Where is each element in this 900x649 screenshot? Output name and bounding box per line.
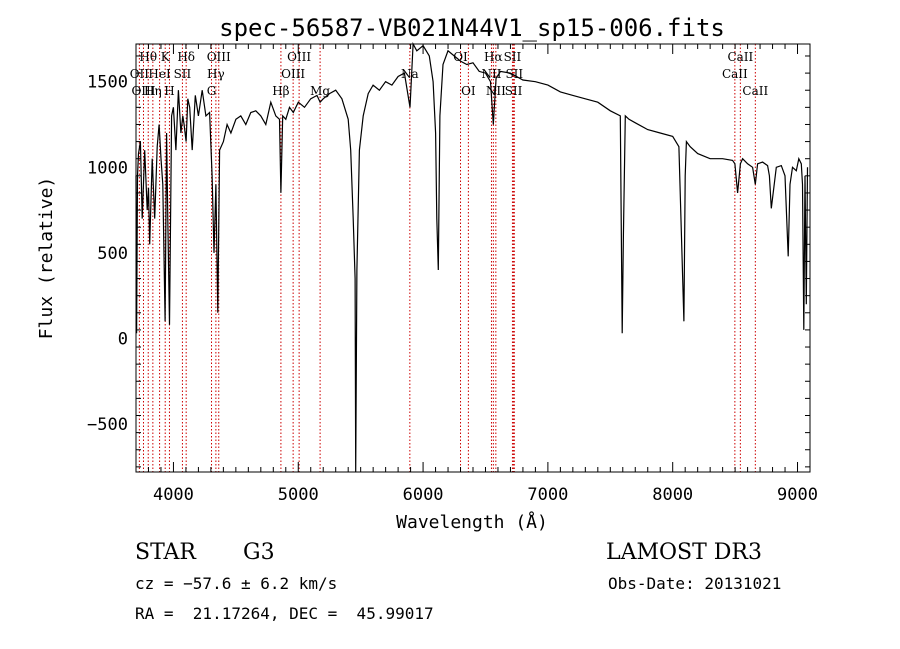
survey-name: LAMOST DR3 <box>606 540 762 565</box>
line-label: OI <box>461 84 476 98</box>
line-label: SII <box>505 84 523 98</box>
line-label: Hη <box>144 84 162 98</box>
x-axis-ticks: 4000 5000 6000 7000 8000 9000 <box>135 44 818 505</box>
y-axis-label: Flux (relative) <box>36 177 57 340</box>
y-axis-ticks: −500 0 500 1000 1500 <box>87 55 810 468</box>
line-label: K <box>161 50 171 64</box>
line-label: Hθ <box>139 50 157 64</box>
spectrum-line <box>135 41 809 473</box>
y-tick-label: −500 <box>87 415 128 435</box>
line-label: HeI <box>148 67 171 81</box>
chart-title: spec-56587-VB021N44V1_sp15-006.fits <box>219 14 725 42</box>
line-markers <box>138 44 756 472</box>
line-label: OI <box>453 50 468 64</box>
line-label: OIII <box>207 50 231 64</box>
x-tick-label: 7000 <box>527 485 568 505</box>
line-label: Hβ <box>272 84 289 98</box>
x-tick-label: 8000 <box>652 485 693 505</box>
line-label: CaII <box>742 84 768 98</box>
obs-date-text: Obs-Date: 20131021 <box>608 574 782 593</box>
redshift-text: cz = −57.6 ± 6.2 km/s <box>135 574 338 593</box>
line-label: OII <box>130 67 150 81</box>
line-label: CaII <box>722 67 748 81</box>
y-tick-label: 500 <box>97 244 128 264</box>
line-label: OIII <box>287 50 311 64</box>
line-label: H <box>164 84 174 98</box>
line-label: OIII <box>131 84 155 98</box>
line-label: SII <box>504 50 522 64</box>
y-tick-label: 1500 <box>87 73 128 93</box>
line-label: Hδ <box>177 50 195 64</box>
line-label: Hγ <box>207 67 225 81</box>
plot-frame <box>135 43 811 473</box>
y-tick-label: 0 <box>118 329 128 349</box>
coordinates-text: RA = 21.17264, DEC = 45.99017 <box>135 604 434 623</box>
x-tick-label: 6000 <box>403 485 444 505</box>
x-axis-label: Wavelength (Å) <box>396 511 548 533</box>
line-label: OIII <box>281 67 305 81</box>
x-tick-label: 5000 <box>278 485 319 505</box>
y-tick-label: 1000 <box>87 158 128 178</box>
line-label: SII <box>174 67 192 81</box>
line-label: CaII <box>727 50 753 64</box>
line-label: Hα <box>484 50 503 64</box>
object-class: STAR <box>135 540 196 565</box>
x-tick-label: 9000 <box>777 485 818 505</box>
line-label: G <box>207 84 217 98</box>
line-label: Mg <box>310 84 330 98</box>
object-subclass: G3 <box>243 540 275 565</box>
x-tick-label: 4000 <box>153 485 194 505</box>
